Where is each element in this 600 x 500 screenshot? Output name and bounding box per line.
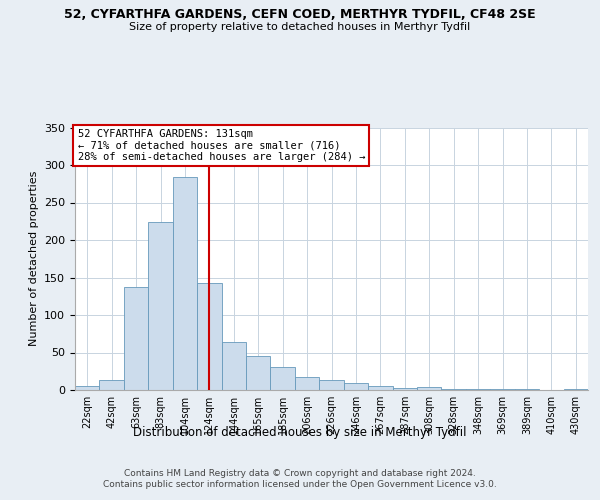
Text: Contains public sector information licensed under the Open Government Licence v3: Contains public sector information licen…: [103, 480, 497, 489]
Y-axis label: Number of detached properties: Number of detached properties: [29, 171, 38, 346]
Bar: [148, 222, 173, 390]
Bar: [246, 356, 271, 390]
Bar: [466, 389, 490, 390]
Bar: [221, 342, 246, 390]
Bar: [173, 177, 197, 390]
Text: Size of property relative to detached houses in Merthyr Tydfil: Size of property relative to detached ho…: [130, 22, 470, 32]
Text: Contains HM Land Registry data © Crown copyright and database right 2024.: Contains HM Land Registry data © Crown c…: [124, 468, 476, 477]
Bar: [197, 283, 221, 390]
Bar: [319, 380, 344, 390]
Bar: [368, 386, 392, 390]
Text: 52, CYFARTHFA GARDENS, CEFN COED, MERTHYR TYDFIL, CF48 2SE: 52, CYFARTHFA GARDENS, CEFN COED, MERTHY…: [64, 8, 536, 20]
Bar: [417, 387, 442, 390]
Bar: [563, 389, 588, 390]
Bar: [344, 382, 368, 390]
Bar: [124, 287, 148, 390]
Text: Distribution of detached houses by size in Merthyr Tydfil: Distribution of detached houses by size …: [133, 426, 467, 439]
Bar: [295, 376, 319, 390]
Bar: [490, 389, 515, 390]
Bar: [515, 389, 539, 390]
Text: 52 CYFARTHFA GARDENS: 131sqm
← 71% of detached houses are smaller (716)
28% of s: 52 CYFARTHFA GARDENS: 131sqm ← 71% of de…: [77, 129, 365, 162]
Bar: [100, 380, 124, 390]
Bar: [392, 388, 417, 390]
Bar: [442, 388, 466, 390]
Bar: [271, 367, 295, 390]
Bar: [75, 386, 100, 390]
